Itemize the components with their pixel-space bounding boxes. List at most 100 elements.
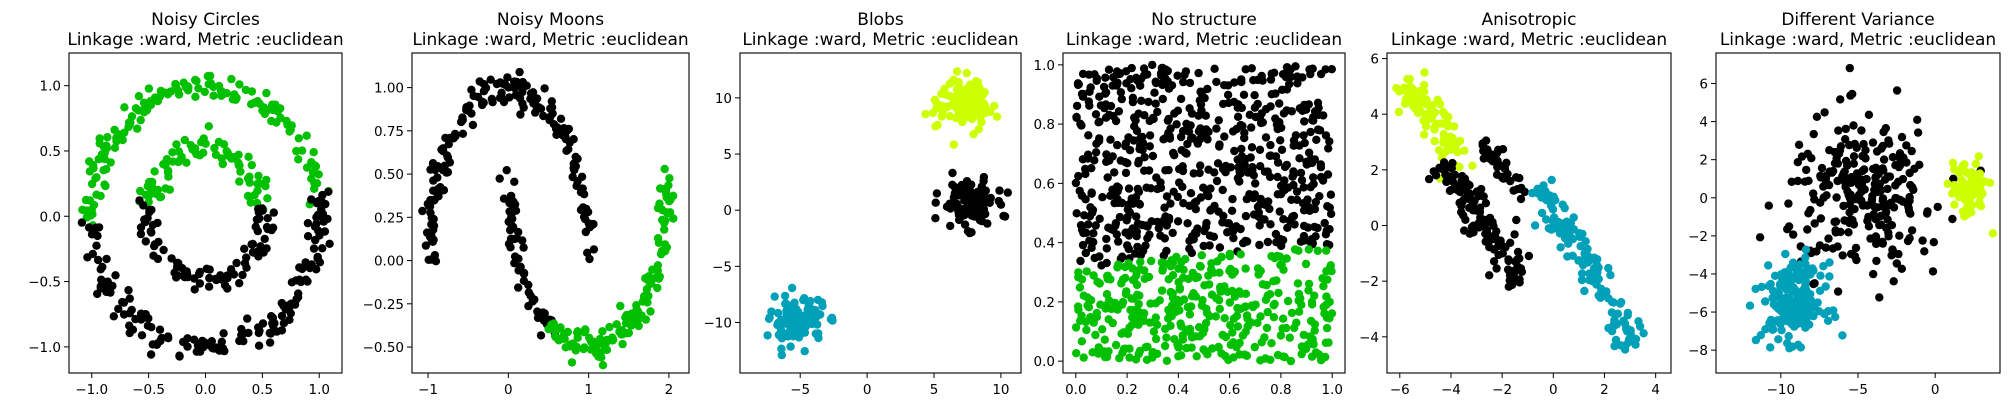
data-point-cluster-1: [1872, 256, 1881, 266]
data-point-cluster-1: [309, 148, 318, 157]
data-point-cluster-3: [664, 192, 673, 201]
data-point-cluster-3: [118, 297, 127, 307]
data-point-cluster-1: [262, 88, 271, 98]
data-point-cluster-3: [124, 286, 133, 295]
data-point-cluster-1: [1817, 163, 1827, 173]
data-point-cluster-3: [317, 197, 327, 207]
data-point-cluster-1: [1094, 136, 1104, 146]
data-point-cluster-1: [1212, 124, 1221, 133]
data-point-cluster-1: [1421, 122, 1431, 131]
data-point-cluster-2: [1225, 252, 1235, 261]
data-point-cluster-2: [1819, 262, 1828, 271]
data-point-cluster-3: [1954, 168, 1964, 177]
data-point-cluster-1: [1420, 87, 1429, 96]
data-point-cluster-2: [211, 150, 221, 159]
data-point-cluster-1: [1237, 77, 1246, 87]
x-tick-label: 0: [1931, 382, 1940, 398]
data-point-cluster-4: [1581, 237, 1590, 246]
data-point-cluster-3: [1955, 192, 1964, 202]
data-point-cluster-1: [1086, 203, 1095, 212]
data-point-cluster-1: [110, 143, 120, 152]
data-point-cluster-2: [1489, 221, 1498, 231]
data-point-cluster-1: [1310, 204, 1320, 214]
data-point-cluster-1: [156, 86, 166, 96]
data-point-cluster-2: [1261, 354, 1270, 363]
data-point-cluster-1: [1132, 126, 1142, 136]
data-point-cluster-1: [1845, 200, 1855, 209]
data-point-cluster-3: [1968, 169, 1977, 179]
data-point-cluster-4: [153, 218, 162, 228]
data-point-cluster-3: [305, 263, 314, 273]
data-point-cluster-1: [1270, 68, 1279, 78]
data-point-cluster-2: [1512, 215, 1521, 225]
data-point-cluster-1: [142, 106, 151, 115]
data-point-cluster-1: [559, 124, 569, 133]
data-point-cluster-1: [1793, 176, 1803, 186]
data-point-cluster-2: [1220, 282, 1229, 291]
data-point-cluster-1: [1218, 164, 1228, 174]
data-point-cluster-1: [546, 104, 555, 113]
scatter-points: [418, 67, 678, 370]
data-point-cluster-3: [325, 239, 334, 248]
data-point-cluster-2: [1809, 311, 1818, 321]
data-point-cluster-2: [514, 227, 523, 237]
data-point-cluster-3: [1479, 154, 1489, 163]
data-point-cluster-1: [1081, 248, 1091, 258]
data-point-cluster-3: [1511, 173, 1521, 182]
data-point-cluster-1: [1144, 97, 1153, 107]
data-point-cluster-2: [533, 307, 542, 316]
data-point-cluster-4: [150, 240, 159, 249]
data-point-cluster-2: [1794, 340, 1803, 349]
data-point-cluster-3: [547, 320, 556, 329]
data-point-cluster-1: [1266, 220, 1275, 229]
data-point-cluster-2: [1273, 350, 1283, 360]
data-point-cluster-1: [1161, 166, 1170, 175]
data-point-cluster-1: [1087, 189, 1096, 198]
data-point-cluster-2: [243, 174, 253, 183]
data-point-cluster-1: [1228, 224, 1238, 233]
data-point-cluster-2: [234, 161, 244, 170]
data-point-cluster-2: [1175, 283, 1185, 293]
data-point-cluster-1: [1113, 78, 1122, 88]
data-point-cluster-1: [1115, 212, 1125, 222]
data-point-cluster-1: [1913, 115, 1922, 125]
data-point-cluster-2: [1140, 266, 1149, 275]
data-point-cluster-2: [1485, 271, 1494, 280]
data-point-cluster-2: [1308, 335, 1317, 344]
subplot-title: Different Variance: [1781, 10, 1934, 30]
data-point-cluster-3: [310, 222, 320, 231]
data-point-cluster-4: [147, 228, 156, 237]
data-point-cluster-4: [269, 208, 278, 217]
data-point-cluster-1: [1101, 73, 1110, 82]
data-point-cluster-3: [313, 210, 323, 220]
data-point-cluster-4: [147, 205, 156, 215]
data-point-cluster-2: [1761, 325, 1770, 334]
data-point-cluster-1: [1279, 215, 1288, 224]
data-point-cluster-2: [1177, 322, 1186, 331]
data-point-cluster-1: [1261, 200, 1270, 209]
data-point-cluster-2: [516, 262, 525, 272]
data-point-cluster-2: [1238, 331, 1248, 340]
data-point-cluster-1: [1250, 91, 1259, 100]
data-point-cluster-1: [1902, 141, 1911, 150]
data-point-cluster-3: [267, 312, 276, 321]
data-point-cluster-1: [437, 145, 446, 154]
data-point-cluster-2: [1205, 312, 1214, 321]
data-point-cluster-1: [1326, 209, 1336, 219]
data-point-cluster-2: [1513, 247, 1523, 257]
data-point-cluster-1: [1219, 211, 1228, 221]
data-point-cluster-1: [1395, 87, 1404, 96]
data-point-cluster-1: [426, 208, 435, 217]
data-point-cluster-2: [1241, 289, 1251, 298]
y-tick-label: −8: [1688, 343, 1708, 359]
data-point-cluster-2: [1077, 275, 1087, 284]
data-point-cluster-1: [235, 80, 244, 89]
data-point-cluster-1: [209, 91, 218, 100]
data-point-cluster-1: [1181, 67, 1191, 76]
data-point-cluster-2: [1825, 272, 1834, 281]
data-point-cluster-4: [190, 285, 199, 294]
data-point-cluster-1: [1250, 103, 1260, 112]
data-point-cluster-1: [1800, 177, 1810, 186]
y-tick-label: −0.5: [28, 275, 61, 291]
data-point-cluster-1: [1822, 171, 1831, 180]
